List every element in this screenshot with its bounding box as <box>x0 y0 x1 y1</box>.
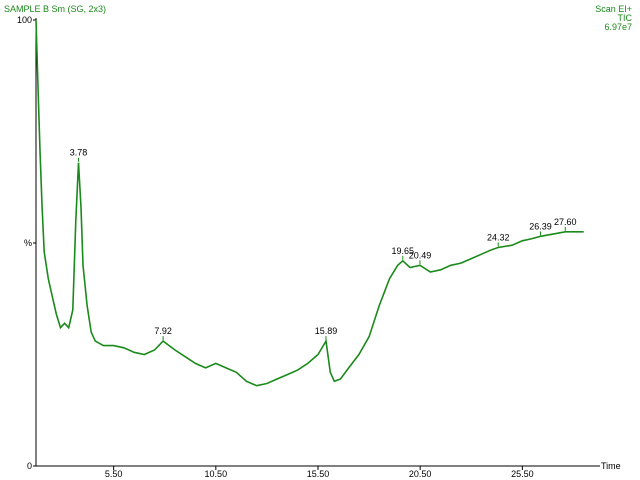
x-tick-label: 25.50 <box>511 469 534 479</box>
y-tick-label: 0 <box>27 461 32 471</box>
x-tick-label: 20.50 <box>409 469 432 479</box>
scan-mode: Scan EI+ <box>595 4 632 14</box>
max-intensity: 6.97e7 <box>604 22 632 32</box>
trace-name: TIC <box>618 13 633 23</box>
peak-label: 24.32 <box>487 232 510 242</box>
tic-trace <box>35 19 584 387</box>
chart-title: SAMPLE B Sm (SG, 2x3) <box>4 4 106 14</box>
peak-label: 3.78 <box>70 148 88 158</box>
peak-label: 26.39 <box>529 221 552 231</box>
peak-label: 7.92 <box>154 326 172 336</box>
peak-label: 15.89 <box>315 326 338 336</box>
x-tick-label: 10.50 <box>205 469 228 479</box>
peak-label: 19.65 <box>392 246 415 256</box>
y-tick-label: % <box>24 238 32 248</box>
peak-label: 20.49 <box>409 250 432 260</box>
y-tick-label: 100 <box>17 15 32 25</box>
x-tick-label: 15.50 <box>307 469 330 479</box>
peak-label: 27.60 <box>554 217 577 227</box>
x-tick-label: 5.50 <box>105 469 123 479</box>
x-axis-label: Time <box>601 461 621 471</box>
